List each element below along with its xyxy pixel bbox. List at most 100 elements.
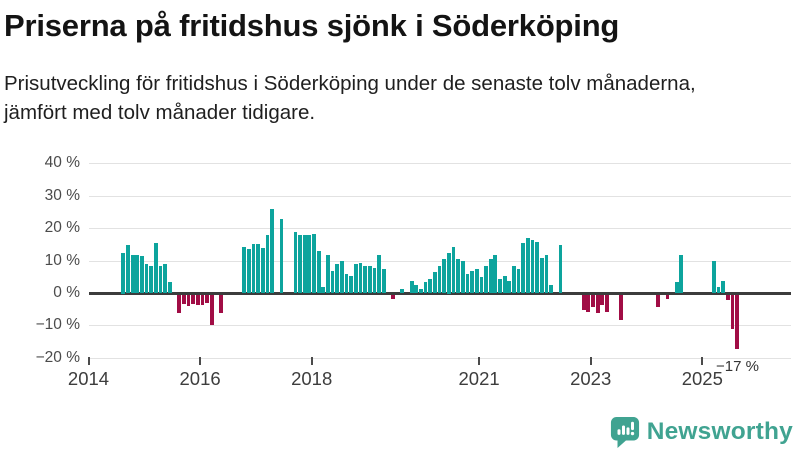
bar-2021-12 [530, 240, 535, 294]
y-axis-label: 0 % [53, 284, 80, 301]
bar-2020-08 [456, 259, 461, 294]
bar-2021-05 [498, 278, 502, 294]
bar-2023-01 [591, 294, 595, 307]
bar-2021-03 [488, 259, 493, 294]
x-axis-tick [701, 357, 704, 365]
bar-2017-01 [256, 243, 261, 294]
bar-2021-10 [521, 243, 526, 294]
bar-2022-06 [558, 244, 563, 294]
bar-2021-11 [526, 238, 530, 294]
bar-2015-12 [195, 294, 200, 306]
x-axis-label: 2018 [291, 368, 333, 389]
bar-2018-04 [326, 254, 330, 294]
bar-2020-10 [465, 274, 470, 294]
bar-2015-11 [191, 294, 195, 305]
bar-2018-10 [353, 264, 358, 294]
bar-2022-11 [581, 294, 586, 310]
bar-2019-01 [367, 265, 372, 294]
bar-2019-03 [377, 254, 381, 294]
bar-2018-03 [321, 287, 326, 294]
bar-2017-12 [307, 235, 312, 294]
y-axis-label: 10 % [44, 251, 80, 269]
bar-2015-05 [163, 264, 168, 294]
bar-2025-08 [735, 294, 740, 349]
bar-2017-10 [298, 235, 302, 294]
x-axis-tick [87, 357, 90, 365]
bar-2023-04 [605, 294, 609, 312]
bar-2015-10 [186, 294, 191, 307]
bar-2018-07 [340, 261, 344, 294]
bar-2014-10 [130, 254, 135, 294]
y-gridline [88, 228, 791, 230]
bar-2019-11 [414, 285, 419, 294]
chart-subtitle: Prisutveckling för fritidshus i Söderköp… [4, 72, 696, 124]
bar-2015-01 [144, 264, 149, 294]
bar-2022-04 [549, 285, 554, 294]
bar-2024-07 [674, 282, 679, 294]
x-axis-label: 2014 [67, 368, 110, 389]
bar-2021-01 [479, 277, 484, 294]
bar-2019-10 [409, 280, 414, 294]
bar-2019-12 [419, 288, 423, 294]
bar-2020-05 [442, 259, 447, 294]
bar-2021-06 [502, 275, 507, 294]
x-axis-label: 2016 [179, 368, 221, 389]
bar-2014-12 [140, 256, 144, 294]
bar-2020-06 [446, 253, 451, 294]
y-gridline [88, 260, 791, 262]
bar-2022-01 [535, 241, 540, 294]
bar-2025-04 [716, 287, 721, 294]
bar-2018-06 [335, 264, 340, 294]
bar-2025-05 [721, 280, 726, 294]
y-axis-label: 40 % [44, 154, 80, 172]
x-axis-tick [199, 357, 202, 365]
bar-2020-01 [423, 282, 428, 294]
bar-2018-08 [344, 274, 349, 294]
bar-2020-03 [433, 272, 437, 294]
bar-2018-05 [330, 270, 335, 294]
bar-2022-12 [586, 294, 591, 312]
bar-2016-11 [247, 249, 251, 294]
bar-2018-12 [363, 265, 368, 294]
y-gridline [88, 325, 791, 327]
bar-2020-02 [428, 278, 433, 294]
bar-2015-09 [181, 294, 186, 305]
bar-2017-09 [293, 231, 298, 294]
bar-2016-12 [251, 243, 256, 294]
bar-2025-07 [730, 294, 735, 330]
bar-2017-04 [270, 209, 275, 294]
bar-2016-05 [219, 294, 223, 314]
bar-2025-03 [712, 261, 716, 294]
bar-2023-02 [595, 294, 600, 314]
x-axis-tick [478, 357, 481, 365]
bar-2020-11 [470, 270, 474, 294]
bar-2017-11 [302, 235, 307, 294]
x-axis-label: 2025 [681, 368, 723, 389]
bar-2021-09 [516, 269, 521, 294]
bar-2018-01 [312, 233, 316, 294]
page-title: Priserna på fritidshus sjönk i Söderköpi… [4, 8, 620, 43]
bar-2024-05 [665, 294, 670, 299]
newsworthy-logo: Newsworthy [610, 414, 793, 450]
bar-2020-09 [460, 261, 465, 294]
bar-2019-04 [381, 269, 386, 294]
bar-2021-07 [507, 280, 512, 294]
x-axis-tick [310, 357, 313, 365]
y-axis-label: 20 % [44, 219, 80, 237]
bar-2015-08 [177, 294, 182, 314]
bar-2016-03 [209, 294, 214, 325]
bar-2020-04 [437, 265, 442, 294]
bar-2015-06 [167, 282, 172, 294]
bar-2024-08 [679, 254, 684, 294]
bar-2018-09 [349, 275, 354, 294]
bar-2020-07 [451, 246, 456, 294]
bar-2024-03 [656, 294, 660, 307]
bar-2025-06 [725, 294, 730, 301]
bar-2015-02 [149, 265, 154, 294]
x-axis-tick [589, 357, 592, 365]
x-axis-label: 2021 [458, 368, 500, 389]
bar-2018-11 [358, 262, 363, 294]
bar-2016-10 [242, 247, 247, 294]
bar-2014-11 [135, 254, 140, 294]
